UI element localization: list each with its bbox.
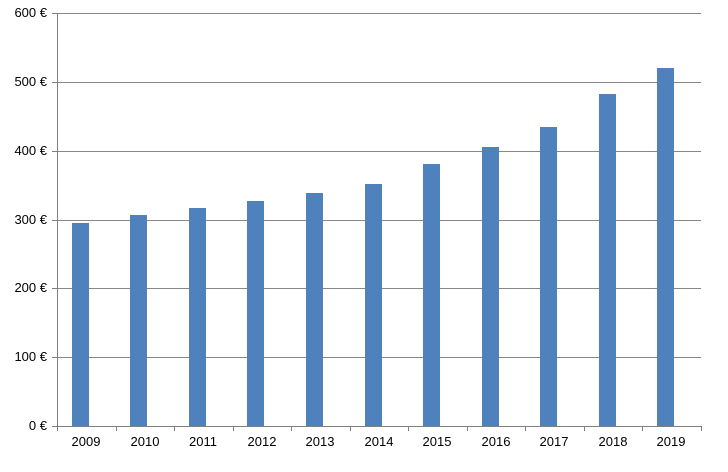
y-axis-tick <box>52 426 58 427</box>
x-axis-label: 2013 <box>305 434 335 449</box>
x-axis-label: 2010 <box>130 434 160 449</box>
y-axis-tick <box>52 82 58 83</box>
y-axis-label: 200 € <box>14 280 47 295</box>
y-axis-line <box>57 13 58 427</box>
bar-2012 <box>247 201 264 426</box>
bar-2017 <box>540 127 557 426</box>
x-axis-tick <box>291 426 292 431</box>
x-axis-tick <box>467 426 468 431</box>
y-axis-tick <box>52 151 58 152</box>
y-axis-label: 600 € <box>14 5 47 20</box>
x-axis-tick <box>584 426 585 431</box>
y-axis-label: 300 € <box>14 212 47 227</box>
bar-2010 <box>130 215 147 426</box>
y-axis-tick <box>52 13 58 14</box>
bar-2013 <box>306 193 323 426</box>
y-axis-label: 100 € <box>14 349 47 364</box>
bar-2009 <box>72 223 89 426</box>
x-axis-label: 2018 <box>598 434 628 449</box>
bar-2011 <box>189 208 206 426</box>
y-axis-tick <box>52 220 58 221</box>
y-axis-tick <box>52 288 58 289</box>
bar-2014 <box>365 184 382 426</box>
x-axis-tick <box>408 426 409 431</box>
x-axis-tick <box>642 426 643 431</box>
bar-2018 <box>599 94 616 426</box>
x-axis-tick <box>350 426 351 431</box>
bar-2015 <box>423 164 440 426</box>
x-axis-tick <box>57 426 58 431</box>
x-axis-tick <box>116 426 117 431</box>
gridline-500 <box>57 82 701 83</box>
y-axis-label: 500 € <box>14 74 47 89</box>
bar-2016 <box>482 147 499 426</box>
x-axis-label: 2017 <box>539 434 569 449</box>
x-axis-label: 2012 <box>247 434 277 449</box>
y-axis-label: 400 € <box>14 143 47 158</box>
y-axis-tick <box>52 357 58 358</box>
x-axis-label: 2019 <box>656 434 686 449</box>
bar-2019 <box>657 68 674 426</box>
x-axis-label: 2015 <box>422 434 452 449</box>
x-axis-line <box>57 426 702 427</box>
x-axis-tick <box>174 426 175 431</box>
x-axis-label: 2009 <box>71 434 101 449</box>
x-axis-label: 2016 <box>481 434 511 449</box>
gridline-400 <box>57 151 701 152</box>
x-axis-tick <box>701 426 702 431</box>
x-axis-tick <box>525 426 526 431</box>
x-axis-tick <box>233 426 234 431</box>
x-axis-label: 2011 <box>189 434 217 449</box>
x-axis-label: 2014 <box>364 434 394 449</box>
y-axis-label: 0 € <box>28 418 47 433</box>
gridline-600 <box>57 13 701 14</box>
